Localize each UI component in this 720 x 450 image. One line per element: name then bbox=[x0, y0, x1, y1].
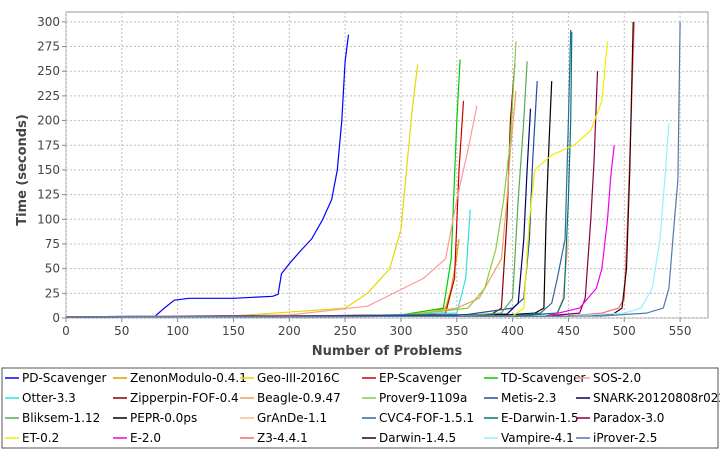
legend-label-9: Beagle-0.9.47 bbox=[257, 391, 341, 405]
series-line-24 bbox=[65, 21, 681, 318]
legend-label-13: Bliksem-1.12 bbox=[22, 411, 100, 425]
legend-label-21: Z3-4.4.1 bbox=[257, 431, 308, 445]
y-tick-label: 150 bbox=[37, 163, 60, 177]
plot-area bbox=[65, 11, 709, 319]
legend-label-10: Prover9-1109a bbox=[379, 391, 467, 405]
y-tick-label: 125 bbox=[37, 188, 60, 202]
legend-label-12: SNARK-20120808r022 bbox=[593, 391, 720, 405]
legend-box bbox=[1, 367, 719, 449]
legend: PD-Scavenger ZenonModulo-0.4.1 Geo-III-201… bbox=[5, 371, 720, 445]
x-axis-ticks: 0 50 100 150 200 250 300 350 400 450 500 550 bbox=[62, 318, 692, 338]
y-tick-label: 200 bbox=[37, 114, 60, 128]
y-tick-label: 300 bbox=[37, 15, 60, 29]
legend-label-20: E-2.0 bbox=[130, 431, 161, 445]
series-line-19 bbox=[65, 41, 609, 318]
legend-label-8: Zipperpin-FOF-0.4 bbox=[130, 391, 239, 405]
y-tick-label: 75 bbox=[45, 237, 60, 251]
legend-label-6: SOS-2.0 bbox=[593, 371, 641, 385]
legend-label-23: Vampire-4.1 bbox=[501, 431, 574, 445]
y-axis-title: Time (seconds) bbox=[15, 114, 30, 226]
legend-label-1: PD-Scavenger bbox=[22, 371, 106, 385]
x-tick-label: 550 bbox=[669, 324, 692, 338]
y-axis-ticks: 0 25 50 75 100 125 150 175 200 225 250 275 300 bbox=[37, 15, 66, 325]
grid-lines bbox=[65, 12, 708, 319]
x-tick-label: 200 bbox=[278, 324, 301, 338]
series-line-6 bbox=[65, 105, 478, 318]
legend-label-17: E-Darwin-1.5 bbox=[501, 411, 579, 425]
series-line-3 bbox=[65, 64, 419, 318]
x-tick-label: 150 bbox=[222, 324, 245, 338]
legend-label-5: TD-Scavenger bbox=[500, 371, 586, 385]
legend-label-3: Geo-III-2016C bbox=[257, 371, 339, 385]
legend-label-4: EP-Scavenger bbox=[379, 371, 462, 385]
x-tick-label: 500 bbox=[613, 324, 636, 338]
x-tick-label: 50 bbox=[114, 324, 129, 338]
y-tick-label: 50 bbox=[45, 262, 60, 276]
x-tick-label: 450 bbox=[557, 324, 580, 338]
series-line-12 bbox=[65, 108, 532, 318]
y-tick-label: 250 bbox=[37, 64, 60, 78]
series-line-20 bbox=[65, 145, 615, 318]
legend-label-16: CVC4-FOF-1.5.1 bbox=[379, 411, 474, 425]
x-tick-label: 100 bbox=[166, 324, 189, 338]
y-tick-label: 275 bbox=[37, 40, 60, 54]
legend-label-24: iProver-2.5 bbox=[593, 431, 657, 445]
series-lines bbox=[65, 21, 681, 318]
y-tick-label: 0 bbox=[52, 311, 60, 325]
series-line-1 bbox=[65, 34, 350, 318]
legend-label-14: PEPR-0.0ps bbox=[130, 411, 197, 425]
y-tick-label: 25 bbox=[45, 286, 60, 300]
legend-label-22: Darwin-1.4.5 bbox=[379, 431, 456, 445]
x-tick-label: 250 bbox=[334, 324, 357, 338]
legend-label-2: ZenonModulo-0.4.1 bbox=[130, 371, 247, 385]
x-axis-title: Number of Problems bbox=[312, 344, 463, 359]
legend-label-19: ET-0.2 bbox=[22, 431, 59, 445]
x-tick-label: 400 bbox=[501, 324, 524, 338]
legend-label-11: Metis-2.3 bbox=[501, 391, 556, 405]
x-tick-label: 0 bbox=[62, 324, 70, 338]
legend-label-7: Otter-3.3 bbox=[22, 391, 76, 405]
y-tick-label: 175 bbox=[37, 138, 60, 152]
y-tick-label: 100 bbox=[37, 212, 60, 226]
y-tick-label: 225 bbox=[37, 89, 60, 103]
legend-label-15: GrAnDe-1.1 bbox=[257, 411, 327, 425]
x-tick-label: 350 bbox=[445, 324, 468, 338]
legend-label-18: Paradox-3.0 bbox=[593, 411, 664, 425]
x-tick-label: 300 bbox=[390, 324, 413, 338]
